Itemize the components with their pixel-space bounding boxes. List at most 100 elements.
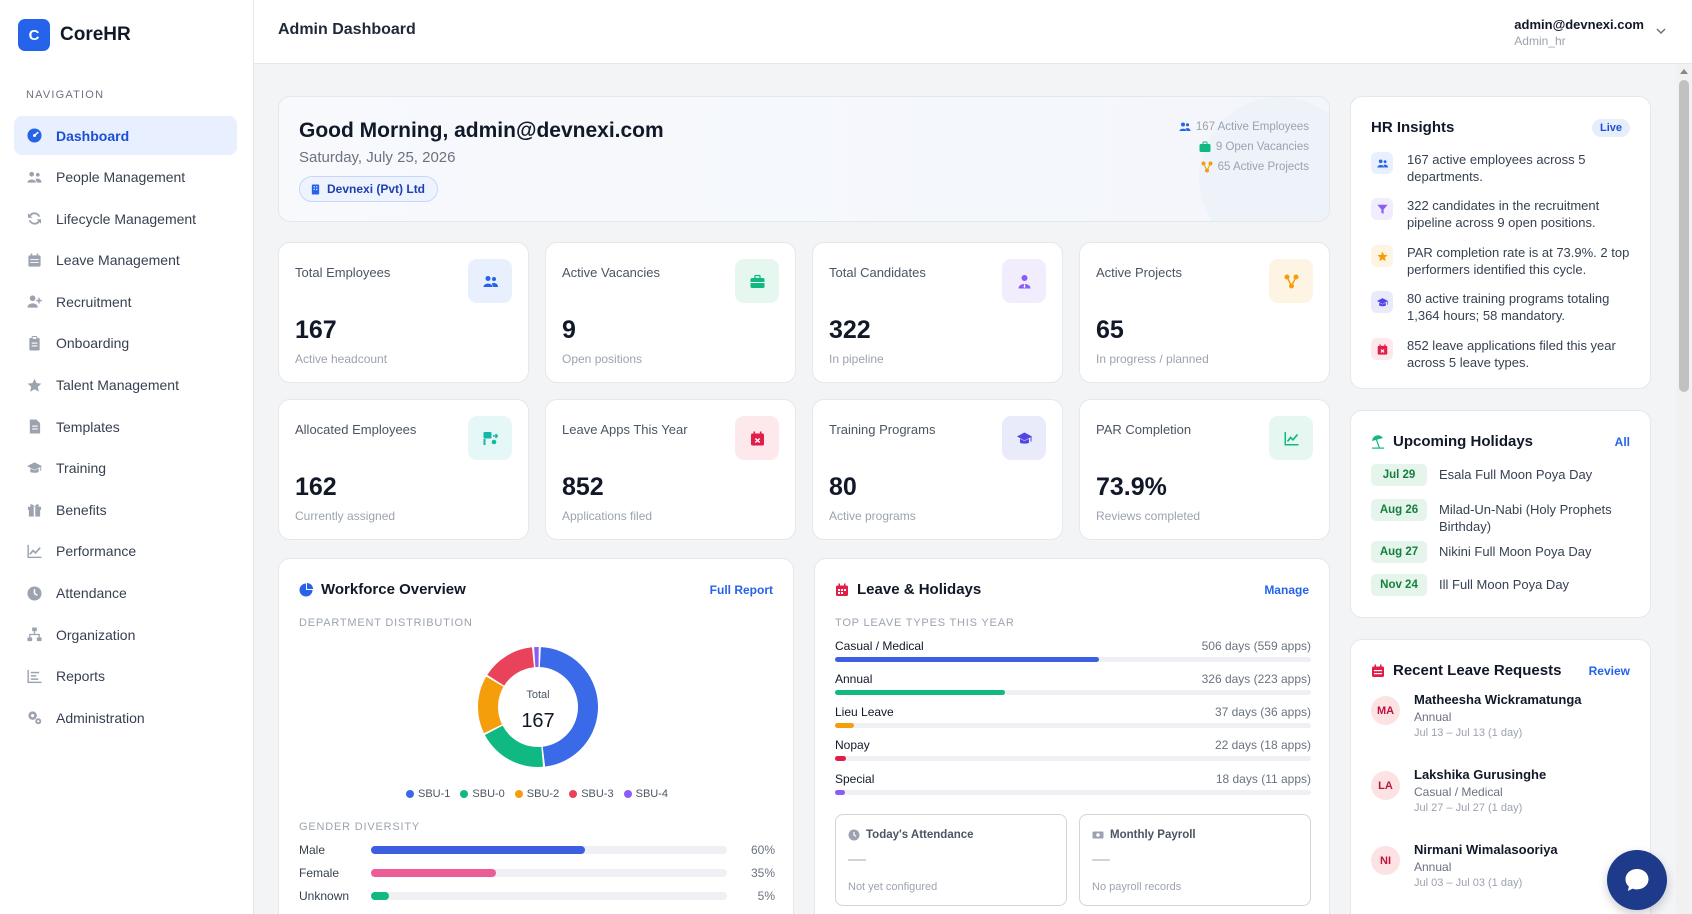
leave-type-nopay: Nopay 22 days (18 apps): [835, 738, 1311, 761]
donut-slice-sbu-3[interactable]: [487, 647, 534, 686]
scroll-up-arrow[interactable]: [1680, 69, 1688, 74]
legend-item-sbu-1[interactable]: SBU-1: [405, 788, 450, 800]
brand[interactable]: C CoreHR: [18, 19, 131, 51]
upcoming-holidays-card: Upcoming Holidays All Jul 29 Esala Full M…: [1350, 410, 1651, 618]
sidebar-item-onboarding[interactable]: Onboarding: [14, 324, 237, 363]
sidebar-item-leave-management[interactable]: Leave Management: [14, 241, 237, 280]
todays-attendance-card[interactable]: Today's Attendance Not yet configured: [835, 814, 1067, 906]
legend-item-sbu-2[interactable]: SBU-2: [514, 788, 559, 800]
insights-title: HR Insights: [1371, 119, 1455, 136]
sidebar-item-recruitment[interactable]: Recruitment: [14, 282, 237, 321]
leave-request-item[interactable]: NI Nirmani Wimalasooriya Annual Jul 03 –…: [1371, 842, 1633, 889]
donut-slice-sbu-4[interactable]: [534, 647, 539, 668]
monthly-payroll-card[interactable]: Monthly Payroll No payroll records: [1079, 814, 1311, 906]
scroll-thumb[interactable]: [1679, 80, 1689, 392]
holiday-item: Aug 27 Nikini Full Moon Poya Day: [1371, 541, 1633, 563]
company-badge: Devnexi (Pvt) Ltd: [299, 176, 439, 202]
avatar: NI: [1371, 846, 1400, 875]
legend-item-sbu-4[interactable]: SBU-4: [623, 788, 668, 800]
donut-slice-sbu-2[interactable]: [478, 676, 504, 734]
brand-name: CoreHR: [60, 24, 131, 45]
sidebar-item-label: People Management: [56, 169, 186, 186]
stat-card-active-projects[interactable]: Active Projects 65 In progress / planned: [1079, 242, 1330, 383]
all-holidays-link[interactable]: All: [1614, 435, 1630, 449]
stat-label: Total Employees: [295, 265, 391, 280]
donut-slice-sbu-1[interactable]: [539, 647, 598, 767]
stat-card-allocated-employees[interactable]: Allocated Employees 162 Currently assign…: [278, 399, 529, 540]
sidebar-item-administration[interactable]: Administration: [14, 698, 237, 737]
leave-request-item[interactable]: MA Matheesha Wickramatunga Annual Jul 13…: [1371, 692, 1633, 739]
leave-bar-track: [835, 657, 1311, 662]
page-scrollbar[interactable]: [1676, 64, 1692, 914]
stat-sublabel: In pipeline: [829, 352, 884, 366]
holiday-name: Milad-Un-Nabi (Holy Prophets Birthday): [1439, 502, 1612, 534]
review-requests-link[interactable]: Review: [1588, 664, 1630, 678]
sidebar-item-lifecycle-management[interactable]: Lifecycle Management: [14, 199, 237, 238]
empty-value-dash: [1092, 859, 1110, 861]
workforce-title: Workforce Overview: [299, 581, 466, 598]
gender-bar-track: [371, 892, 727, 900]
chat-button[interactable]: [1607, 850, 1667, 910]
donut-slice-sbu-0[interactable]: [484, 725, 544, 767]
calendar-icon: [26, 252, 42, 268]
stat-value: 852: [562, 473, 604, 501]
holiday-name: Ill Full Moon Poya Day: [1439, 577, 1570, 592]
stat-card-leave-apps-this-year[interactable]: Leave Apps This Year 852 Applications fi…: [545, 399, 796, 540]
legend-item-sbu-3[interactable]: SBU-3: [569, 788, 614, 800]
sidebar-item-label: Dashboard: [56, 127, 130, 144]
chevron-down-icon[interactable]: [1654, 24, 1668, 38]
sitemap-icon: [26, 627, 42, 643]
stat-sublabel: Open positions: [562, 352, 643, 366]
legend-item-sbu-0[interactable]: SBU-0: [460, 788, 505, 800]
request-leave-type: Annual: [1414, 860, 1452, 874]
holiday-date-badge: Jul 29: [1371, 464, 1427, 486]
sidebar-item-label: Reports: [56, 668, 106, 685]
user-tie-icon: [1002, 259, 1046, 303]
stat-sublabel: Applications filed: [562, 509, 653, 523]
star-icon: [26, 377, 42, 393]
stat-card-par-completion[interactable]: PAR Completion 73.9% Reviews completed: [1079, 399, 1330, 540]
clock-icon: [26, 585, 42, 601]
gender-percentage: 5%: [757, 889, 775, 903]
user-plus-icon: [26, 294, 42, 310]
sidebar-item-people-management[interactable]: People Management: [14, 158, 237, 197]
welcome-banner: Good Morning, admin@devnexi.com Saturday…: [278, 96, 1330, 222]
stat-card-training-programs[interactable]: Training Programs 80 Active programs: [812, 399, 1063, 540]
stat-card-total-candidates[interactable]: Total Candidates 322 In pipeline: [812, 242, 1063, 383]
pie-chart-icon: [299, 582, 313, 596]
cogs-icon: [26, 710, 42, 726]
graduation-cap-icon: [26, 460, 42, 476]
manage-leave-link[interactable]: Manage: [1264, 583, 1309, 597]
stat-card-active-vacancies[interactable]: Active Vacancies 9 Open positions: [545, 242, 796, 383]
sidebar-item-templates[interactable]: Templates: [14, 407, 237, 446]
leave-request-item[interactable]: LA Lakshika Gurusinghe Casual / Medical …: [1371, 767, 1633, 814]
gender-row-male: Male 60%: [299, 841, 775, 859]
stat-sublabel: Active headcount: [295, 352, 388, 366]
sidebar-item-performance[interactable]: Performance: [14, 532, 237, 571]
leave-types-heading: TOP LEAVE TYPES THIS YEAR: [835, 617, 1015, 629]
sidebar-item-talent-management[interactable]: Talent Management: [14, 366, 237, 405]
dept-distribution-heading: DEPARTMENT DISTRIBUTION: [299, 617, 473, 629]
leave-type-summary: 18 days (11 apps): [1215, 772, 1311, 786]
welcome-stats: 167 Active Employees 9 Open Vacancies 65…: [1179, 117, 1309, 177]
trend-icon: [1269, 416, 1313, 460]
stat-label: Leave Apps This Year: [562, 422, 688, 437]
sidebar-item-organization[interactable]: Organization: [14, 615, 237, 654]
user-menu[interactable]: admin@devnexi.com Admin_hr: [1514, 17, 1644, 48]
sidebar-item-reports[interactable]: Reports: [14, 657, 237, 696]
sidebar-item-training[interactable]: Training: [14, 449, 237, 488]
avatar: MA: [1371, 696, 1400, 725]
cycle-icon: [26, 211, 42, 227]
leave-bar-fill: [835, 756, 847, 761]
gender-label: Unknown: [299, 889, 350, 903]
stat-card-total-employees[interactable]: Total Employees 167 Active headcount: [278, 242, 529, 383]
sidebar-item-dashboard[interactable]: Dashboard: [14, 116, 237, 155]
brand-logo: C: [18, 19, 50, 51]
sidebar-item-attendance[interactable]: Attendance: [14, 574, 237, 613]
users-icon: [1179, 122, 1191, 131]
insight-text: 167 active employees across 5 department…: [1407, 152, 1586, 184]
full-report-link[interactable]: Full Report: [709, 583, 773, 597]
umbrella-beach-icon: [1372, 434, 1384, 449]
leave-bar-track: [835, 756, 1311, 761]
sidebar-item-benefits[interactable]: Benefits: [14, 490, 237, 529]
